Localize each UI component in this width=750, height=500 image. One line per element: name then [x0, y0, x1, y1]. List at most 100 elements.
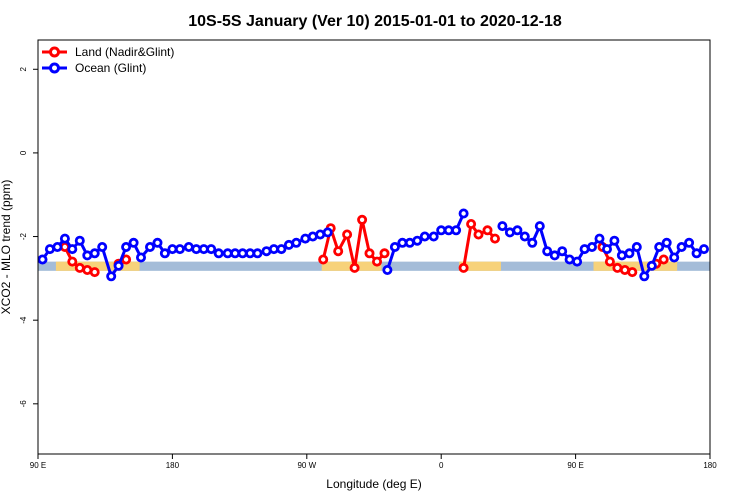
series-land-point-2-2: [333, 246, 344, 257]
series-ocean-point-0-5: [74, 235, 85, 246]
series-ocean-point-2-3: [519, 231, 530, 242]
series-land-point-2-3: [342, 229, 353, 240]
series-land-point-3-4: [489, 233, 500, 244]
y-tick-label-4: -6: [19, 400, 28, 408]
series-land-point-4-4: [627, 267, 638, 278]
series-ocean-point-0-7: [89, 248, 100, 259]
series-ocean-point-0-18: [174, 244, 185, 255]
y-axis: 2 0 -2 -4 -6: [19, 66, 38, 407]
series-ocean-point-1-4: [412, 235, 423, 246]
series-ocean-point-2-26: [691, 248, 702, 259]
series-land-point-2-8: [379, 248, 390, 259]
series-ocean-point-2-2: [512, 225, 523, 236]
series-ocean-point-2-14: [602, 244, 613, 255]
land-band-3: [593, 261, 678, 271]
legend-land-marker: [49, 46, 60, 58]
land-band-2: [459, 261, 501, 271]
series-ocean-point-0-9: [106, 271, 117, 282]
series-ocean-point-1-0: [382, 264, 393, 275]
y-axis-label: XCO2 - MLO trend (ppm): [0, 180, 13, 315]
series-ocean-point-2-15: [609, 235, 620, 246]
x-axis-label: Longitude (deg E): [326, 477, 421, 491]
series-ocean-point-2-22: [661, 237, 672, 248]
series-land-point-3-3: [482, 225, 493, 236]
series-land-point-5-1: [658, 254, 669, 265]
series-land-point-3-1: [466, 218, 477, 229]
series-ocean-point-0-11: [121, 241, 132, 252]
legend-item-ocean: Ocean (Glint): [42, 61, 146, 75]
series-ocean-point-0-4: [67, 244, 78, 255]
series-ocean-point-2-10: [572, 256, 583, 267]
x-tick-label-1: 180: [166, 461, 180, 470]
series-land-point-2-7: [371, 256, 382, 267]
series-ocean-point-1-5: [419, 231, 430, 242]
legend-ocean-label: Ocean (Glint): [75, 61, 146, 75]
plot-frame: [37, 39, 711, 455]
series-ocean-point-0-10: [113, 260, 124, 271]
x-tick-label-3: 0: [439, 461, 444, 470]
series-ocean-point-1-6: [428, 231, 439, 242]
x-axis: 90 E 180 90 W 0 90 E 180: [30, 454, 717, 470]
legend-item-land: Land (Nadir&Glint): [42, 45, 174, 59]
series-ocean-point-0-8: [97, 241, 108, 252]
series-land-point-0-4: [89, 267, 100, 278]
legend-ocean-marker: [49, 62, 60, 74]
series-ocean-point-2-23: [669, 252, 680, 263]
series-ocean-point-2-24: [676, 241, 687, 252]
chart-title: 10S-5S January (Ver 10) 2015-01-01 to 20…: [188, 13, 562, 30]
series-land-point-2-0: [318, 254, 329, 265]
series-ocean-line-2: [501, 224, 705, 278]
series-ocean-point-0-13: [135, 252, 146, 263]
series-ocean-point-2-8: [557, 246, 568, 257]
legend-land-label: Land (Nadir&Glint): [75, 45, 174, 59]
x-tick-label-2: 90 W: [297, 461, 316, 470]
series-ocean-point-0-15: [152, 237, 163, 248]
series-ocean-point-2-19: [639, 271, 650, 282]
series-ocean-point-0-23: [213, 248, 224, 259]
series-ocean-point-2-20: [646, 260, 657, 271]
series-ocean-point-0-31: [276, 244, 287, 255]
x-tick-label-0: 90 E: [30, 461, 46, 470]
series-ocean-point-2-4: [527, 237, 538, 248]
series-ocean-point-2-5: [534, 221, 545, 232]
series-ocean-point-0-28: [252, 248, 263, 259]
y-tick-label-0: 2: [19, 66, 28, 71]
series-ocean-point-2-27: [699, 244, 710, 255]
series-ocean-point-2-17: [624, 248, 635, 259]
x-tick-label-5: 180: [703, 461, 717, 470]
series-ocean-point-2-6: [542, 246, 553, 257]
series-land-point-4-1: [604, 256, 615, 267]
series-ocean-point-0-22: [206, 244, 217, 255]
series-layer: [37, 208, 710, 282]
series-land-point-2-4: [349, 262, 360, 273]
series-ocean-point-2-21: [654, 241, 665, 252]
series-ocean-point-0-33: [291, 237, 302, 248]
series-ocean-point-0-14: [144, 241, 155, 252]
land-band-0: [55, 261, 140, 271]
series-land-point-2-6: [364, 248, 375, 259]
series-ocean-point-0-3: [59, 233, 70, 244]
series-ocean-point-1-10: [458, 208, 469, 219]
series-ocean-point-1-9: [451, 225, 462, 236]
series-ocean-point-0-37: [322, 227, 333, 238]
series-land-point-0-1: [67, 256, 78, 267]
series-ocean-point-0-2: [52, 241, 63, 252]
series-ocean: [37, 208, 710, 282]
series-ocean-point-2-13: [594, 233, 605, 244]
series-ocean-point-2-0: [497, 221, 508, 232]
series-ocean-point-2-12: [587, 241, 598, 252]
series-land-point-3-0: [458, 262, 469, 273]
x-tick-label-4: 90 E: [567, 461, 583, 470]
series-land-point-2-5: [357, 214, 368, 225]
series-ocean-point-2-7: [549, 250, 560, 261]
y-tick-label-3: -4: [19, 316, 28, 324]
series-ocean-point-0-12: [128, 237, 139, 248]
y-tick-label-2: -2: [19, 232, 28, 240]
series-ocean-point-1-1: [389, 241, 400, 252]
series-ocean-point-0-16: [159, 248, 170, 259]
series-land-point-3-2: [473, 229, 484, 240]
series-ocean-point-2-18: [631, 241, 642, 252]
series-ocean-point-2-25: [684, 237, 695, 248]
series-ocean-point-0-0: [37, 254, 48, 265]
